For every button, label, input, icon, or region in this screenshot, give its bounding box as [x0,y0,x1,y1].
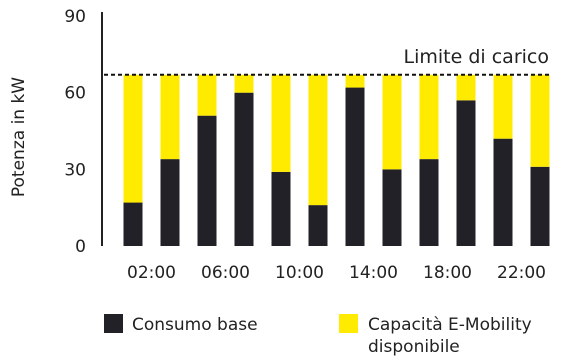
x-tick-labels: 02:00 06:00 10:00 14:00 18:00 22:00 [127,263,546,283]
bar-consumo-base [160,159,180,246]
bar-capacita-e-mobility [456,74,476,101]
bar-capacita-e-mobility [419,74,439,160]
y-axis-title: Potenza in kW [9,77,29,197]
legend-swatch-consumo-base [104,314,123,333]
y-tick-label: 90 [64,7,86,27]
y-tick-label: 30 [64,160,86,180]
x-tick-label: 22:00 [497,263,546,283]
bar-capacita-e-mobility [530,74,550,167]
bar-consumo-base [197,115,217,247]
bar-capacita-e-mobility [308,74,328,206]
bar-consumo-base [271,171,291,246]
x-tick-label: 02:00 [127,263,176,283]
y-tick-labels: 0 30 60 90 [64,7,86,257]
bar-consumo-base [382,169,402,246]
legend-swatch-capacita-e-mobility [339,314,358,333]
bar-consumo-base [419,159,439,246]
bar-consumo-base [345,87,365,246]
legend-label-capacita-e-mobility: Capacità E-Mobility disponibile [368,315,532,357]
legend: Consumo base Capacità E-Mobility disponibi… [104,314,532,357]
x-tick-label: 14:00 [349,263,398,283]
bar-consumo-base [493,138,513,246]
bar-capacita-e-mobility [382,74,402,170]
x-tick-label: 18:00 [423,263,472,283]
bar-consumo-base [123,202,143,246]
bar-capacita-e-mobility [160,74,180,160]
x-tick-label: 10:00 [275,263,324,283]
bars-layer [123,74,550,247]
limit-label: Limite di carico [404,46,549,68]
bar-capacita-e-mobility [234,74,254,93]
bar-consumo-base [234,92,254,247]
limit-layer: Limite di carico [104,46,550,76]
bar-consumo-base [456,100,476,246]
bar-consumo-base [308,205,328,246]
y-tick-label: 0 [75,237,86,257]
bar-capacita-e-mobility [493,74,513,139]
bar-consumo-base [530,166,550,246]
legend-label-consumo-base: Consumo base [132,315,258,335]
x-tick-label: 06:00 [201,263,250,283]
bar-capacita-e-mobility [197,74,217,116]
bar-capacita-e-mobility [123,74,143,203]
bar-capacita-e-mobility [345,74,365,88]
y-tick-label: 60 [64,84,86,104]
bar-capacita-e-mobility [271,74,291,172]
